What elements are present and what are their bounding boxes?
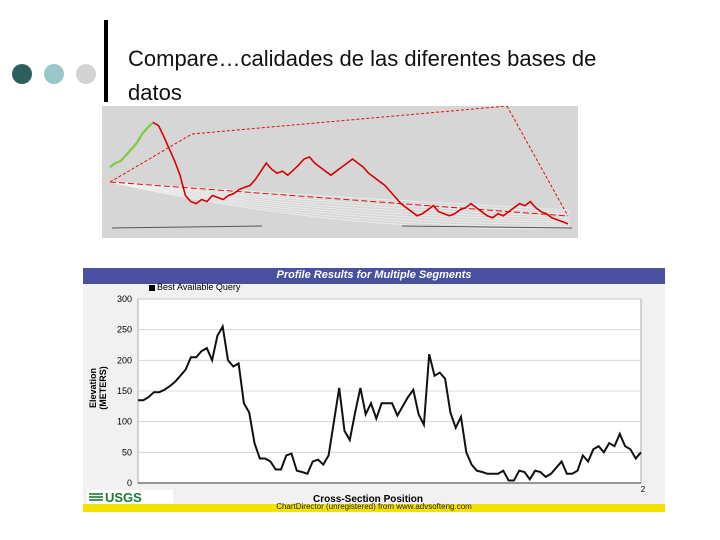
y-tick-label: 100 — [117, 417, 132, 427]
bullet-dot-1 — [12, 64, 32, 84]
y-tick-label: 250 — [117, 325, 132, 335]
y-tick-label: 150 — [117, 386, 132, 396]
x-end-tick-label: 2 — [641, 485, 646, 494]
wireframe-line — [109, 181, 571, 227]
profile-highlight — [109, 121, 154, 168]
y-tick-label: 300 — [117, 294, 132, 304]
x-axis-label: Cross-Section Position — [313, 494, 424, 505]
bullet-decoration — [12, 64, 96, 88]
slide-title-line2: datos — [128, 80, 182, 105]
usgs-logo: USGS — [87, 490, 173, 504]
wireframe-line — [109, 181, 571, 219]
chart-title: Profile Results for Multiple Segments — [276, 269, 472, 281]
ground-line — [111, 225, 263, 229]
profile-line — [109, 121, 569, 225]
slide-title: Compare…calidades de las diferentes base… — [128, 46, 597, 71]
elevation-line — [138, 323, 642, 482]
bullet-dot-3 — [76, 64, 96, 84]
usgs-profile-chart: Profile Results for Multiple Segments Be… — [83, 268, 665, 512]
legend-label: Best Available Query — [157, 282, 241, 292]
guide-line-base — [109, 181, 569, 217]
chart-footer: ChartDirector (unregistered) from www.ad… — [83, 502, 665, 512]
guide-line-right — [506, 106, 569, 217]
bottom-chart-svg: 0 50 100 150 200 250 300 2 — [117, 294, 646, 494]
wireframe-line — [109, 181, 571, 225]
chart-header: Profile Results for Multiple Segments — [83, 268, 665, 284]
y-tick-label: 0 — [127, 478, 132, 488]
wireframe-line — [109, 181, 571, 221]
bullet-dot-2 — [44, 64, 64, 84]
guide-line-left — [109, 133, 193, 183]
top-profile-svg — [109, 106, 573, 230]
wireframe-line — [109, 181, 571, 230]
top-profile-chart — [102, 106, 578, 238]
y-tick-label: 50 — [122, 447, 132, 457]
footer-credit: ChartDirector (unregistered) from www.ad… — [276, 502, 472, 511]
ground-line — [401, 225, 573, 229]
guide-line-top — [191, 106, 508, 135]
wireframe-line — [109, 181, 571, 217]
title-divider — [104, 20, 108, 102]
legend-swatch — [149, 285, 155, 291]
y-tick-label: 200 — [117, 355, 132, 365]
wireframe-line — [109, 181, 571, 213]
wireframe-line — [109, 181, 571, 223]
svg-text:USGS: USGS — [105, 490, 142, 504]
